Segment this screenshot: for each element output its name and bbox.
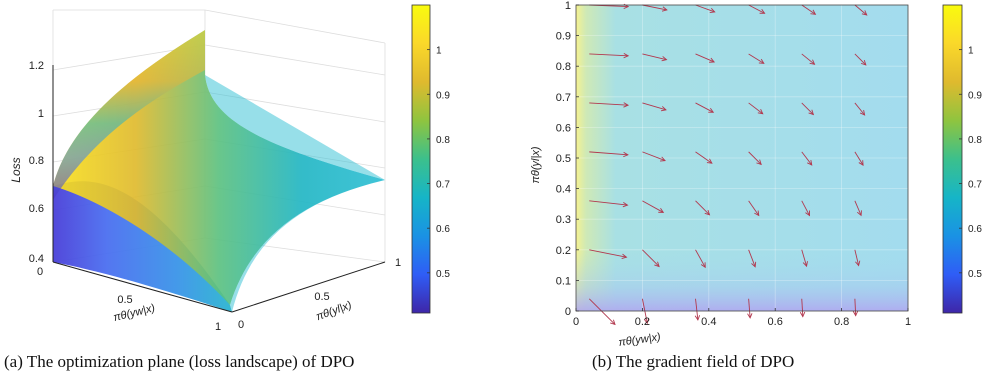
y-tick-label: 0.5 xyxy=(314,291,329,303)
y-tick-label: 0.2 xyxy=(556,245,571,257)
gradient-arrow xyxy=(589,151,629,158)
x-tick-label: 0.4 xyxy=(701,316,716,328)
gradient-arrow xyxy=(642,102,667,112)
gradient-arrow xyxy=(695,53,716,63)
y-tick-label: 0.5 xyxy=(556,153,571,165)
colorbar-tick-label: 0.6 xyxy=(968,224,982,235)
x-tick-label: 0.5 xyxy=(117,294,132,306)
colorbar-a: 0.5 0.6 0.7 0.8 0.9 1 xyxy=(411,4,450,314)
panel-a: 0.4 0.6 0.8 1 1.2 0 0.5 1 0 0.5 1 Loss π… xyxy=(9,9,401,333)
gradient-arrow xyxy=(589,102,630,108)
gradient-arrow xyxy=(748,102,764,115)
gradient-arrow xyxy=(588,298,616,326)
colorbar-tick-label: 0.8 xyxy=(436,135,450,146)
gradient-arrow xyxy=(642,200,665,213)
y-tick-label: 1 xyxy=(565,0,571,12)
y-tick-label: 0.3 xyxy=(556,214,571,226)
surface xyxy=(53,30,385,312)
gradient-arrow xyxy=(695,4,716,13)
x-tick-label: 0.8 xyxy=(834,316,849,328)
gradient-arrow xyxy=(748,200,760,217)
z-axis-label: Loss xyxy=(9,157,23,182)
z-ticks: 0.4 0.6 0.8 1 1.2 xyxy=(29,60,44,265)
y-tick-label: 0.6 xyxy=(556,122,571,134)
y-tick-label: 0.4 xyxy=(556,184,571,196)
y-tick-label: 0.9 xyxy=(556,31,571,43)
y-axis-label: πθ(yl|x) xyxy=(530,146,542,183)
panel-b: 0 0.2 0.4 0.6 0.8 1 0 0.1 0.2 0.3 0.4 0.5 0.6 0.7 0.8 0… xyxy=(530,0,911,349)
gradient-arrow xyxy=(748,151,762,166)
z-tick-label: 1.2 xyxy=(29,60,44,72)
x-axis-label: πθ(yw|x) xyxy=(618,331,662,349)
colorbar-b: 0.5 0.6 0.7 0.8 0.9 1 xyxy=(942,4,982,314)
gradient-arrow xyxy=(695,200,711,216)
gradient-arrow xyxy=(854,151,864,166)
y-tick-label: 0.1 xyxy=(556,275,571,287)
gradient-arrow xyxy=(642,4,668,12)
z-tick-label: 1 xyxy=(38,108,44,120)
colorbar-tick-label: 0.8 xyxy=(968,135,982,146)
gradient-arrow xyxy=(589,52,630,59)
x-tick-label: 0.6 xyxy=(768,316,783,328)
colorbar-tick-label: 0.6 xyxy=(436,224,450,235)
y-tick-label: 1 xyxy=(395,257,401,269)
gradient-arrow xyxy=(854,102,866,116)
y-tick-label: 0 xyxy=(238,319,244,331)
gradient-arrow xyxy=(852,298,859,317)
x-tick-label: 1 xyxy=(905,316,911,328)
y-ticks: 0 0.5 1 xyxy=(238,257,401,331)
gradient-arrow xyxy=(801,249,808,268)
colorbar-tick-label: 0.7 xyxy=(968,180,982,191)
colorbar-tick-label: 0.5 xyxy=(968,269,982,280)
gradient-arrow xyxy=(747,298,753,319)
x-tick-label: 0.2 xyxy=(635,316,650,328)
z-tick-label: 0.6 xyxy=(29,203,44,215)
y-tick-label: 0.7 xyxy=(556,92,571,104)
colorbar-tick-label: 0.9 xyxy=(968,90,982,101)
gradient-arrow xyxy=(801,200,811,217)
field-bottom-shade xyxy=(576,5,908,311)
colorbar-tick-label: 1 xyxy=(436,46,442,57)
gradient-arrow xyxy=(642,151,666,162)
gradient-arrow xyxy=(589,249,628,260)
colorbar-b-bar xyxy=(942,4,963,314)
gradient-arrow xyxy=(854,4,868,16)
gradient-arrow xyxy=(854,200,862,217)
gradient-arrow xyxy=(748,249,757,268)
colorbar-tick-label: 0.5 xyxy=(436,269,450,280)
y-tick-label: 0.8 xyxy=(556,61,571,73)
gradient-arrow xyxy=(642,53,668,62)
gradient-arrow xyxy=(801,53,816,65)
colorbar-a-bar xyxy=(411,4,431,314)
gradient-arrow xyxy=(854,249,861,267)
x-tick-label: 0 xyxy=(37,266,43,278)
caption-a: (a) The optimization plane (loss landsca… xyxy=(4,352,355,371)
x-ticks: 0 0.5 1 xyxy=(37,266,221,333)
y-tick-label: 0 xyxy=(565,306,571,318)
z-tick-label: 0.4 xyxy=(29,253,44,265)
gradient-arrow xyxy=(799,298,806,318)
caption-b: (b) The gradient field of DPO xyxy=(592,352,795,371)
gradient-arrow xyxy=(695,102,715,113)
gradient-arrow xyxy=(801,151,813,166)
gradient-arrow xyxy=(748,4,766,14)
gradient-arrow xyxy=(642,249,660,268)
gradient-arrow xyxy=(801,102,815,116)
gradient-arrow xyxy=(694,298,701,321)
x-tick-label: 1 xyxy=(215,321,221,333)
gradient-arrow xyxy=(801,4,817,15)
axis-lines xyxy=(52,65,386,313)
gradient-arrow xyxy=(854,53,867,66)
colorbar-tick-label: 0.9 xyxy=(436,90,450,101)
colorbar-tick-label: 0.7 xyxy=(436,180,450,191)
gradient-arrow xyxy=(589,200,629,208)
colorbar-tick-label: 1 xyxy=(968,46,974,57)
gradient-arrow xyxy=(748,53,765,64)
z-tick-label: 0.8 xyxy=(29,155,44,167)
gradient-arrow xyxy=(695,249,706,269)
x-tick-label: 0 xyxy=(573,316,579,328)
gradient-arrow xyxy=(695,151,713,164)
